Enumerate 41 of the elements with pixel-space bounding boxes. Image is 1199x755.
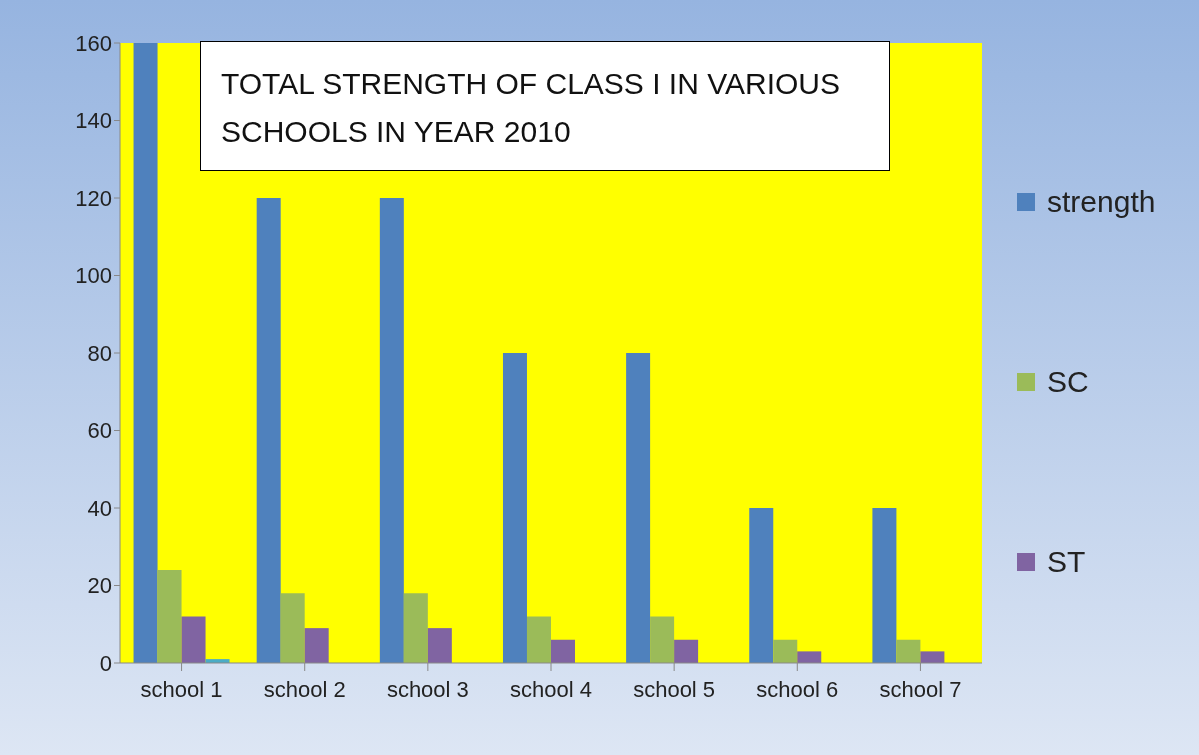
x-tick-label: school 7 [879,676,962,702]
bar [749,508,774,663]
x-tick-label: school 1 [140,676,223,702]
bar [550,639,575,663]
x-tick-label: school 5 [633,676,716,702]
bar [133,43,158,663]
y-tick-label: 20 [87,573,112,599]
y-tick-label: 40 [87,495,112,521]
y-tick-label: 160 [75,30,112,56]
bar [526,616,551,663]
legend-label: ST [1047,545,1086,579]
bar [650,616,675,663]
bar [872,508,897,663]
bar [773,639,798,663]
bar [304,628,329,663]
bar [896,639,921,663]
y-tick-label: 80 [87,340,112,366]
y-tick-label: 120 [75,185,112,211]
y-tick-label: 60 [87,418,112,444]
bar [674,639,699,663]
bar [626,353,651,663]
bar [502,353,527,663]
bar [403,593,428,663]
bar [379,198,404,663]
x-tick-label: school 3 [386,676,469,702]
bar [797,651,822,663]
y-tick-label: 140 [75,108,112,134]
x-tick-label: school 6 [756,676,839,702]
bar [256,198,281,663]
bar [427,628,452,663]
x-tick-label: school 2 [263,676,346,702]
legend-label: SC [1047,365,1089,399]
x-tick-label: school 4 [510,676,592,702]
bar [157,570,182,663]
text: TOTAL STRENGTH OF CLASS I IN VARIOUS SCHOOLS IN YEAR 2010 [200,41,890,171]
y-tick-label: 0 [99,650,112,676]
bar [280,593,305,663]
bar [181,616,206,663]
y-tick-label: 100 [75,263,112,289]
legend-label: strength [1047,185,1156,219]
bar [920,651,945,663]
